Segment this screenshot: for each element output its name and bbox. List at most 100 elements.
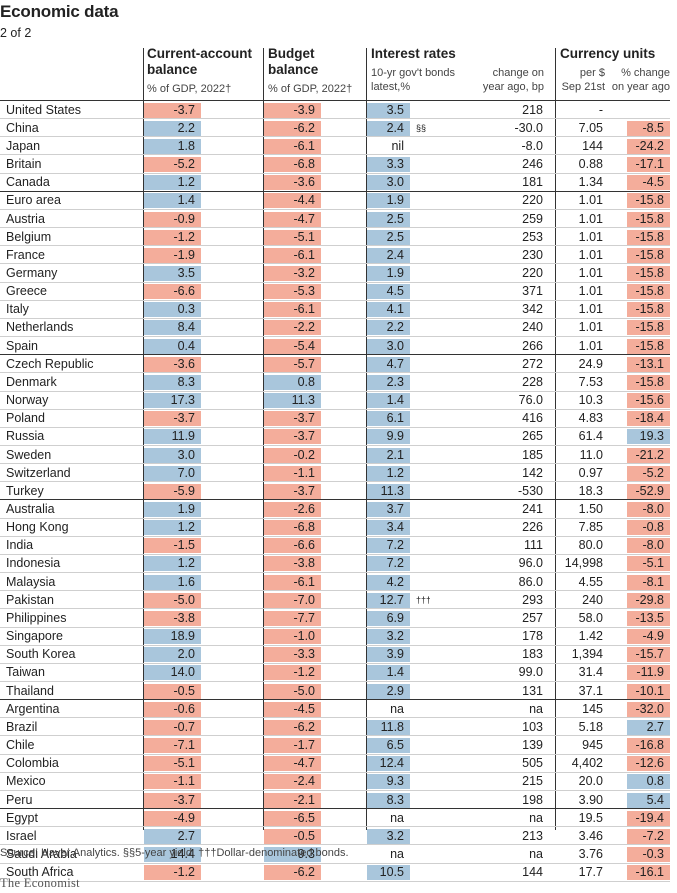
currency-rate-value: 1.01 <box>578 193 603 208</box>
country-name: Pakistan <box>6 592 54 607</box>
currency-rate-value: 1.01 <box>578 247 603 262</box>
bond-yield-value: 1.4 <box>367 665 410 681</box>
current-account-value: -1.1 <box>144 774 201 790</box>
budget-value: 9.3 <box>264 846 321 862</box>
bond-yield-subheader: 10-yr gov't bonds latest,% <box>371 67 456 93</box>
current-account-value: 11.9 <box>144 429 201 445</box>
table-row: Philippines -3.8 -7.7 6.9 257 58.0 -13.5 <box>0 609 670 628</box>
budget-value: -4.4 <box>264 193 321 209</box>
current-account-subheader: % of GDP, 2022† <box>147 83 232 95</box>
bond-yield-value: 2.4 <box>367 120 410 136</box>
country-name: Netherlands <box>6 320 74 335</box>
currency-change-value: -17.1 <box>627 157 670 173</box>
current-account-value: 1.8 <box>144 138 201 154</box>
table-row: Turkey -5.9 -3.7 11.3 -530 18.3 -52.9 <box>0 482 670 500</box>
budget-value: -5.4 <box>264 338 321 354</box>
country-name: Switzerland <box>6 465 71 480</box>
currency-rate-value: 31.4 <box>578 665 603 680</box>
bond-footnote-mark <box>410 829 430 844</box>
country-name: Brazil <box>6 719 38 734</box>
bond-change-value: 220 <box>522 193 543 208</box>
bond-footnote-mark <box>410 756 430 771</box>
budget-value: -6.6 <box>264 538 321 554</box>
column-divider <box>143 48 144 830</box>
bond-yield-value: 3.2 <box>367 828 410 844</box>
country-name: Malaysia <box>6 574 56 589</box>
column-divider <box>555 48 556 830</box>
table-row: Indonesia 1.2 -3.8 7.2 96.0 14,998 -5.1 <box>0 554 670 573</box>
bond-yield-value: 2.4 <box>367 247 410 263</box>
country-name: United States <box>6 102 82 117</box>
bond-footnote-mark <box>410 284 430 299</box>
bond-footnote-mark <box>410 393 430 408</box>
currency-change-value: -15.8 <box>627 320 670 336</box>
currency-change-value: -15.8 <box>627 211 670 227</box>
bond-footnote-mark <box>410 157 430 172</box>
table-row: Euro area 1.4 -4.4 1.9 220 1.01 -15.8 <box>0 191 670 210</box>
bond-footnote-mark <box>410 193 430 208</box>
country-name: France <box>6 247 45 262</box>
current-account-value: 1.6 <box>144 574 201 590</box>
currency-rate-value: 4.83 <box>578 411 603 426</box>
country-name: India <box>6 538 34 553</box>
bond-yield-value: 1.9 <box>367 265 410 281</box>
country-name: Canada <box>6 175 50 190</box>
current-account-value: -5.0 <box>144 592 201 608</box>
bond-change-value: 505 <box>522 756 543 771</box>
current-account-value: 0.3 <box>144 302 201 318</box>
budget-value: -3.7 <box>264 483 321 499</box>
country-name: China <box>6 120 39 135</box>
bond-change-value: na <box>529 810 543 825</box>
currency-rate-value: 1.34 <box>578 175 603 190</box>
country-name: Argentina <box>6 701 60 716</box>
currency-change-value: -8.1 <box>627 574 670 590</box>
currency-rate-value: 1.42 <box>578 629 603 644</box>
table-row: Norway 17.3 11.3 1.4 76.0 10.3 -15.6 <box>0 391 670 410</box>
current-account-value: -3.8 <box>144 610 201 626</box>
currency-rate-value: 7.05 <box>578 120 603 135</box>
currency-rate-value: 1.01 <box>578 338 603 353</box>
bond-yield-value: 6.5 <box>367 738 410 754</box>
page-subtitle: 2 of 2 <box>0 26 32 40</box>
currency-rate-value: 240 <box>582 592 603 607</box>
bond-change-value: 220 <box>522 265 543 280</box>
bond-footnote-mark <box>410 647 430 662</box>
table-row: Singapore 18.9 -1.0 3.2 178 1.42 -4.9 <box>0 627 670 646</box>
bond-yield-value: 1.2 <box>367 465 410 481</box>
currency-change-value: -15.8 <box>627 247 670 263</box>
bond-footnote-mark <box>410 429 430 444</box>
currency-rate-value: 0.88 <box>578 157 603 172</box>
currency-change-value: -15.8 <box>627 374 670 390</box>
current-account-value: -1.9 <box>144 247 201 263</box>
currency-change-value: -4.5 <box>627 175 670 191</box>
budget-value: -1.0 <box>264 629 321 645</box>
currency-rate-value: 7.53 <box>578 374 603 389</box>
budget-value: 11.3 <box>264 393 321 409</box>
bond-change-value: 111 <box>523 538 543 553</box>
current-account-value: 18.9 <box>144 629 201 645</box>
bond-yield-value: 2.2 <box>367 320 410 336</box>
bond-change-value: na <box>529 701 543 716</box>
bond-footnote-mark <box>410 811 430 826</box>
bond-footnote-mark <box>410 375 430 390</box>
currency-change-value: -15.8 <box>627 338 670 354</box>
table-row: Sweden 3.0 -0.2 2.1 185 11.0 -21.2 <box>0 445 670 464</box>
country-name: Britain <box>6 157 42 172</box>
budget-value: -2.1 <box>264 792 321 808</box>
bond-change-value: 228 <box>522 374 543 389</box>
budget-subheader: % of GDP, 2022† <box>268 83 353 95</box>
page-title: Economic data <box>0 2 119 21</box>
bond-footnote-mark <box>410 320 430 335</box>
current-account-value: 8.3 <box>144 374 201 390</box>
budget-value: -6.2 <box>264 120 321 136</box>
currency-change-value: -52.9 <box>627 483 670 499</box>
currency-rate-value: 80.0 <box>578 538 603 553</box>
bond-change-value: 226 <box>522 520 543 535</box>
bond-yield-value: 4.7 <box>367 356 410 372</box>
economic-data-table: United States -3.7 -3.9 3.5 218 - China 2.2 -6.2… <box>0 100 670 882</box>
budget-header: Budget balance <box>268 46 319 77</box>
currency-change-value: 5.4 <box>627 792 670 808</box>
bond-change-value: 215 <box>522 774 543 789</box>
bond-yield-value: 4.2 <box>367 574 410 590</box>
current-account-value: 2.2 <box>144 120 201 136</box>
